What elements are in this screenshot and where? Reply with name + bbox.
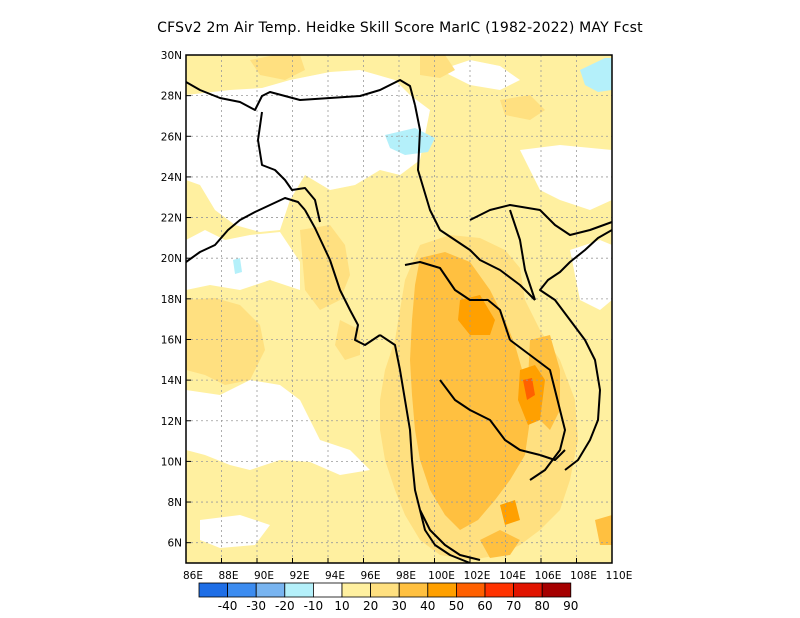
- colorbar-label: 80: [535, 599, 550, 613]
- colorbar-label: -40: [218, 599, 238, 613]
- colorbar-label: 20: [363, 599, 378, 613]
- lat-tick-label: 16N: [161, 334, 182, 346]
- skill-white-regions: [186, 60, 612, 548]
- lat-tick-label: 24N: [161, 172, 182, 184]
- lon-tick-label: 110E: [606, 570, 633, 582]
- lat-tick-label: 22N: [161, 213, 182, 225]
- lon-tick-label: 102E: [464, 570, 491, 582]
- colorbar-swatch: [255, 582, 286, 598]
- colorbar-swatch: [370, 582, 400, 598]
- lat-tick-label: 18N: [161, 294, 182, 306]
- colorbar-swatch: [198, 582, 229, 598]
- colorbar-label: 30: [392, 599, 407, 613]
- colorbar-swatch: [455, 582, 486, 598]
- lon-tick-label: 106E: [535, 570, 562, 582]
- colorbar-swatch: [513, 582, 543, 598]
- lon-tick-label: 86E: [183, 570, 203, 582]
- colorbar-label: -30: [246, 599, 266, 613]
- lon-tick-label: 88E: [219, 570, 239, 582]
- lon-tick-label: 100E: [428, 570, 455, 582]
- colorbar-labels: -40 -30 -20 -10 10 20 30 40 50 60 70 80 90: [218, 599, 579, 613]
- lat-tick-label: 20N: [161, 253, 182, 265]
- lon-tick-label: 104E: [499, 570, 526, 582]
- lat-tick-label: 30N: [161, 50, 182, 62]
- colorbar-swatch: [427, 582, 457, 598]
- lon-tick-label: 94E: [325, 570, 345, 582]
- lat-tick-label: 8N: [167, 497, 182, 509]
- lat-tick-label: 14N: [161, 375, 182, 387]
- chart-title: CFSv2 2m Air Temp. Heidke Skill Score Ma…: [157, 20, 643, 36]
- colorbar-label: 70: [506, 599, 521, 613]
- colorbar-swatch: [541, 582, 572, 598]
- colorbar-swatch: [284, 582, 314, 598]
- map-coastlines: [186, 79, 612, 563]
- lat-tick-label: 10N: [161, 456, 182, 468]
- colorbar-label: -20: [275, 599, 295, 613]
- colorbar-label: 50: [449, 599, 464, 613]
- colorbar-label: 10: [334, 599, 349, 613]
- skill-negative-regions: [233, 58, 612, 274]
- longitude-axis: 86E 88E 90E 92E 94E 96E 98E 100E 102E 104E 106E 108…: [183, 558, 632, 582]
- skill-50-region: [523, 378, 535, 400]
- lat-tick-label: 28N: [161, 91, 182, 103]
- lon-tick-label: 92E: [290, 570, 310, 582]
- latitude-axis: 30N 28N 26N 24N 22N 20N 18N 16N 14N 12N 10N 8N 6N: [161, 50, 191, 550]
- lat-tick-label: 6N: [167, 538, 182, 550]
- colorbar-swatch: [484, 582, 515, 598]
- colorbar-label: 60: [477, 599, 492, 613]
- lon-tick-label: 96E: [361, 570, 381, 582]
- colorbar-swatch: [341, 582, 372, 598]
- colorbar-swatch: [398, 582, 429, 598]
- colorbar: [198, 582, 572, 598]
- lat-tick-label: 12N: [161, 416, 182, 428]
- map-gridlines: [186, 55, 612, 563]
- colorbar-label: -10: [304, 599, 324, 613]
- colorbar-label: 40: [420, 599, 435, 613]
- colorbar-swatch: [312, 582, 343, 598]
- colorbar-swatch: [227, 582, 257, 598]
- lon-tick-label: 98E: [396, 570, 416, 582]
- lat-tick-label: 26N: [161, 131, 182, 143]
- lon-tick-label: 90E: [254, 570, 274, 582]
- lon-tick-label: 108E: [570, 570, 597, 582]
- colorbar-label: 90: [563, 599, 578, 613]
